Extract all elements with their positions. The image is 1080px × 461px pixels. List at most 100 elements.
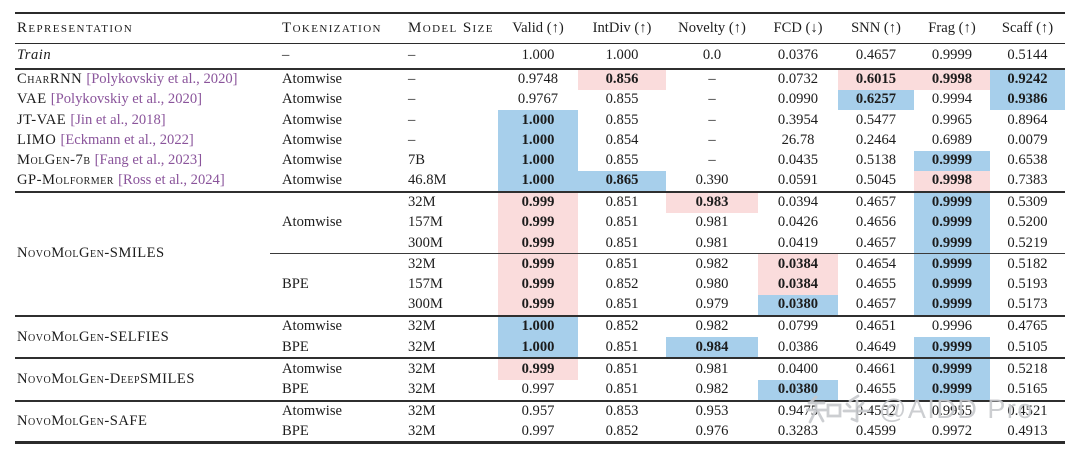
cell-snn: 0.4657 — [855, 234, 897, 251]
cell-representation: MolGen-7b [Fang et al., 2023] — [15, 151, 270, 171]
cell-novelty: 0.953 — [695, 403, 729, 420]
cell-model-size: 46.8M — [408, 172, 447, 189]
table-bottom-rule — [15, 441, 1065, 444]
cell-intdiv: 0.851 — [605, 360, 639, 377]
cell-fcd: 0.3954 — [777, 111, 819, 128]
citation-link[interactable]: [Ross et al., 2024] — [118, 172, 225, 189]
cell-scaff: 0.8964 — [1007, 111, 1048, 128]
cell-scaff: 0.5173 — [1007, 296, 1048, 313]
cell-tokenization: Atomwise — [282, 131, 342, 148]
novomolgen-smiles-block: NovoMolGen-SMILES Atomwise 32M 0.999 0.851 0.… — [15, 191, 1065, 317]
table-row: BPE 32M 1.000 0.851 0.984 0.0386 0.4649 0.9999 0… — [15, 337, 1065, 359]
cell-novelty: 0.982 — [695, 318, 729, 335]
cell-snn: 0.4552 — [855, 403, 897, 420]
cell-valid: 1.000 — [498, 337, 578, 359]
cell-snn: 0.5138 — [855, 151, 897, 168]
cell-scaff: 0.5165 — [1007, 380, 1048, 397]
cell-valid: 0.997 — [521, 380, 555, 397]
col-header-snn: SNN (↑) — [851, 20, 901, 36]
table-row: JT-VAE [Jin et al., 2018] Atomwise – 1.000 0… — [15, 110, 1065, 131]
cell-snn: 0.2464 — [855, 131, 897, 148]
cell-intdiv: 0.851 — [605, 338, 639, 355]
table-row: BPE 32M 0.997 0.851 0.982 0.0380 0.4655 0.9999 0… — [15, 379, 1065, 401]
cell-representation: NovoMolGen-DeepSMILES — [15, 358, 270, 400]
cell-valid: 0.957 — [521, 403, 555, 420]
table-row: NovoMolGen-SAFE Atomwise 32M 0.957 0.853 0.95… — [15, 401, 1065, 429]
cell-intdiv: 0.852 — [605, 423, 639, 440]
cell-model-size: – — [408, 91, 416, 108]
cell-model-size: 157M — [408, 214, 443, 231]
cell-tokenization: Atomwise — [282, 151, 342, 168]
cell-scaff: 0.7383 — [1007, 172, 1048, 189]
cell-tokenization: Atomwise — [282, 172, 342, 189]
cell-fcd: 0.0386 — [777, 338, 819, 355]
cell-intdiv: 0.851 — [605, 380, 639, 397]
cell-snn: 0.4656 — [855, 214, 897, 231]
citation-link[interactable]: [Polykovskiy et al., 2020] — [50, 91, 202, 108]
cell-intdiv: 0.851 — [605, 234, 639, 251]
cell-scaff: 0.0079 — [1007, 131, 1048, 148]
cell-snn: 0.6015 — [838, 68, 914, 90]
cell-novelty: – — [708, 71, 716, 88]
table-row: 300M 0.999 0.851 0.981 0.0419 0.4657 0.9999 0.5… — [15, 233, 1065, 254]
cell-intdiv: 0.865 — [578, 170, 666, 192]
table-row: 300M 0.999 0.851 0.979 0.0380 0.4657 0.9999 0.5… — [15, 294, 1065, 317]
table-row: NovoMolGen-SMILES Atomwise 32M 0.999 0.851 0.… — [15, 191, 1065, 261]
table-header: Representation Tokenization Model Size Vali… — [15, 13, 1065, 44]
cell-tokenization: Atomwise — [282, 71, 342, 88]
cell-scaff: 0.5219 — [1007, 234, 1048, 251]
cell-scaff: 0.5218 — [1007, 360, 1048, 377]
cell-fcd: 0.0400 — [777, 360, 819, 377]
cell-novelty: 0.976 — [695, 423, 729, 440]
cell-frag: 0.9999 — [914, 150, 990, 171]
citation-link[interactable]: [Polykovskiy et al., 2020] — [86, 71, 238, 88]
citation-link[interactable]: [Eckmann et al., 2022] — [60, 131, 194, 148]
cell-tokenization: Atomwise — [282, 214, 342, 231]
table-row: Train – – 1.000 1.000 0.0 0.0376 0.4657 0.9999 0.… — [15, 44, 1065, 69]
cell-representation: VAE [Polykovskiy et al., 2020] — [15, 90, 270, 110]
table-row: NovoMolGen-SELFIES Atomwise 32M 1.000 0.852 0… — [15, 316, 1065, 345]
cell-scaff: 0.5200 — [1007, 214, 1048, 231]
cell-representation: LIMO [Eckmann et al., 2022] — [15, 130, 270, 150]
cell-novelty: 0.981 — [695, 214, 729, 231]
cell-tokenization: Atomwise — [282, 318, 342, 335]
model-name: CharRNN — [17, 71, 83, 88]
table-row: GP-Molformer [Ross et al., 2024] Atomwise… — [15, 170, 1065, 192]
cell-valid: 0.999 — [498, 233, 578, 254]
cell-fcd: 26.78 — [781, 131, 815, 148]
cell-snn: 0.4657 — [855, 194, 897, 211]
model-name: NovoMolGen-SELFIES — [17, 328, 170, 345]
table-row: BPE 32M 0.999 0.851 0.982 0.0384 0.4654 0.9999 0… — [15, 253, 1065, 317]
cell-fcd: 0.3283 — [777, 423, 819, 440]
cell-representation: Train — [15, 44, 270, 69]
cell-model-size: – — [408, 71, 416, 88]
table-row: 157M 0.999 0.852 0.980 0.0384 0.4655 0.9999 0.5… — [15, 274, 1065, 295]
train-block: Train – – 1.000 1.000 0.0 0.0376 0.4657 0.9999 0.… — [15, 44, 1065, 69]
cell-frag: 0.9965 — [931, 111, 973, 128]
cell-frag: 0.9999 — [914, 213, 990, 234]
citation-link[interactable]: [Jin et al., 2018] — [70, 111, 166, 128]
cell-frag: 0.9999 — [914, 294, 990, 317]
model-name: MolGen-7b — [17, 151, 91, 168]
cell-fcd: 0.0591 — [777, 172, 819, 189]
novomolgen-safe-block: NovoMolGen-SAFE Atomwise 32M 0.957 0.853 0.95… — [15, 400, 1065, 443]
cell-valid: 0.999 — [498, 358, 578, 380]
novomolgen-selfies-block: NovoMolGen-SELFIES Atomwise 32M 1.000 0.852 0… — [15, 316, 1065, 359]
cell-fcd: 0.0419 — [777, 234, 819, 251]
cell-intdiv: 0.851 — [605, 194, 639, 211]
cell-frag: 0.9999 — [914, 379, 990, 401]
model-name: NovoMolGen-SMILES — [17, 245, 165, 262]
cell-intdiv: 0.851 — [605, 296, 639, 313]
cell-representation: NovoMolGen-SMILES — [15, 192, 270, 316]
cell-fcd: 0.0394 — [777, 194, 819, 211]
citation-link[interactable]: [Fang et al., 2023] — [94, 151, 203, 168]
cell-frag: 0.9999 — [914, 233, 990, 254]
col-header-valid: Valid (↑) — [512, 20, 564, 36]
cell-novelty: 0.0 — [702, 47, 722, 64]
col-header-model-size: Model Size — [408, 20, 494, 36]
cell-intdiv: 0.856 — [578, 68, 666, 90]
cell-scaff: 0.9386 — [990, 89, 1065, 111]
cell-model-size: 32M — [408, 318, 436, 335]
baselines-block: CharRNN [Polykovskiy et al., 2020] Atomwi… — [15, 68, 1065, 192]
cell-scaff: 0.5105 — [1007, 338, 1048, 355]
